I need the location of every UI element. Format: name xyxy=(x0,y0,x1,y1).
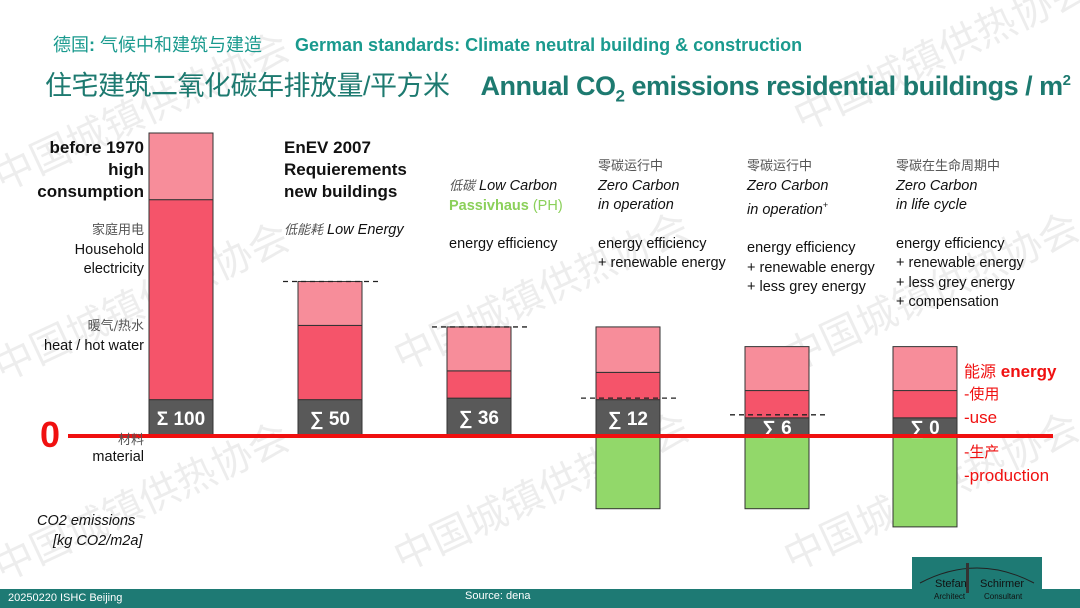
bar-segment-heat-hot-water xyxy=(148,199,214,401)
column-header-1: before 1970 high consumption xyxy=(37,138,144,201)
title-cn: 住宅建筑二氧化碳年排放量/平方米 xyxy=(45,71,450,101)
sum-label: ∑ 36 xyxy=(459,408,499,429)
bar-segment-heat-hot-water xyxy=(892,390,958,419)
zero-label: 0 xyxy=(40,414,61,455)
household-label: 家庭用电 Household electricity xyxy=(74,223,144,277)
column-header-6: 零碳在生命周期中 Zero Carbon in life cycle energy… xyxy=(896,159,1024,310)
subtitle: 德国: 气候中和建筑与建造 German standards: Climate … xyxy=(53,31,802,57)
sum-label: ∑ 6 xyxy=(762,418,791,439)
column-type-2: 低能耗 Low Energy xyxy=(284,222,404,238)
bar-segment-household-electricity xyxy=(446,326,512,372)
column-header-4: 零碳运行中 Zero Carbon in operation energy eff… xyxy=(598,159,726,271)
sum-label: ∑ 0 xyxy=(910,418,939,439)
bar-segment-material xyxy=(595,399,661,437)
energy-legend: 能源 energy -使用 -use -生产 -production xyxy=(964,362,1057,485)
bar-segment-heat-hot-water xyxy=(744,390,810,419)
column-header-5: 零碳运行中 Zero Carbon in operation+ energy ef… xyxy=(747,159,875,296)
footer: 20250220 ISHC Beijing Source: dena xyxy=(0,589,1080,608)
bar-segment-household-electricity xyxy=(148,132,214,201)
bar-segment-energy-production xyxy=(892,435,958,528)
bar-segment-energy-production xyxy=(595,435,661,510)
sum-label: ∑ 12 xyxy=(608,409,648,430)
subtitle-en: German standards: Climate neutral buildi… xyxy=(295,35,803,55)
bar-segment-energy-production xyxy=(744,435,810,510)
subtitle-colon: : xyxy=(89,35,95,55)
subtitle-cn: 德国 xyxy=(53,35,89,55)
bar-segment-household-electricity xyxy=(595,326,661,373)
material-label: 材料 material xyxy=(92,433,144,465)
page-title: 住宅建筑二氧化碳年排放量/平方米 Annual CO2 emissions re… xyxy=(45,64,1071,106)
bar-segment-household-electricity xyxy=(297,280,363,326)
bar-segment-household-electricity xyxy=(744,346,810,392)
bar-segment-material xyxy=(446,397,512,437)
logo: Stefan Schirmer Architect Consultant xyxy=(912,557,1042,608)
y-axis-unit: CO2 emissions [kg CO2/m2a] xyxy=(37,513,143,549)
bar-segment-heat-hot-water xyxy=(595,371,661,401)
footer-event: 20250220 ISHC Beijing xyxy=(8,592,123,604)
title-en: Annual CO2 emissions residential buildin… xyxy=(480,71,1071,106)
sum-label: Σ 100 xyxy=(157,409,205,430)
bar-segment-heat-hot-water xyxy=(446,370,512,399)
column-header-3: 低碳 Low Carbon Passivhaus (PH) energy eff… xyxy=(449,178,563,252)
sum-label: ∑ 50 xyxy=(310,409,350,430)
column-header-2: EnEV 2007 Requierements new buildings xyxy=(284,138,407,201)
subtitle-cn-b: 气候中和建筑与建造 xyxy=(95,35,263,55)
heat-label: 暖气/热水 heat / hot water xyxy=(44,319,144,354)
bar-segment-heat-hot-water xyxy=(297,324,363,401)
bar-segment-household-electricity xyxy=(892,346,958,392)
footer-source: Source: dena xyxy=(465,590,531,602)
bar-segment-material xyxy=(148,399,214,437)
